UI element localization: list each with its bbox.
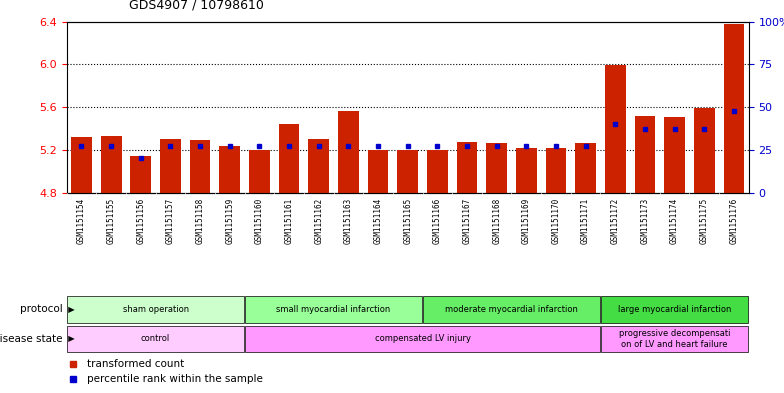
Bar <box>397 150 418 193</box>
Text: GSM1151166: GSM1151166 <box>433 198 442 244</box>
Bar <box>338 111 359 193</box>
Bar <box>456 142 477 193</box>
Bar <box>601 326 748 352</box>
Text: GSM1151160: GSM1151160 <box>255 198 264 244</box>
Text: GSM1151174: GSM1151174 <box>670 198 679 244</box>
Bar <box>190 140 210 193</box>
Text: GSM1151169: GSM1151169 <box>522 198 531 244</box>
Text: GSM1151163: GSM1151163 <box>344 198 353 244</box>
Bar <box>427 150 448 193</box>
Bar <box>67 296 244 323</box>
Bar <box>245 326 600 352</box>
Text: GSM1151162: GSM1151162 <box>314 198 323 244</box>
Text: GSM1151159: GSM1151159 <box>225 198 234 244</box>
Bar <box>486 143 507 193</box>
Bar <box>249 150 270 193</box>
Text: GSM1151175: GSM1151175 <box>700 198 709 244</box>
Text: compensated LV injury: compensated LV injury <box>375 334 470 343</box>
Bar <box>694 108 714 193</box>
Bar <box>423 296 600 323</box>
Text: transformed count: transformed count <box>87 358 184 369</box>
Text: GSM1151165: GSM1151165 <box>403 198 412 244</box>
Bar <box>308 139 329 193</box>
Text: GSM1151156: GSM1151156 <box>136 198 145 244</box>
Text: GSM1151164: GSM1151164 <box>373 198 383 244</box>
Text: GSM1151155: GSM1151155 <box>107 198 115 244</box>
Bar <box>278 124 299 193</box>
Text: disease state: disease state <box>0 334 63 344</box>
Text: GSM1151176: GSM1151176 <box>729 198 739 244</box>
Bar <box>664 117 685 193</box>
Text: ▶: ▶ <box>63 305 74 314</box>
Text: sham operation: sham operation <box>122 305 189 314</box>
Text: GSM1151157: GSM1151157 <box>166 198 175 244</box>
Text: GSM1151158: GSM1151158 <box>195 198 205 244</box>
Bar <box>575 143 596 193</box>
Bar <box>71 137 92 193</box>
Bar <box>634 116 655 193</box>
Bar <box>130 156 151 193</box>
Bar <box>100 136 122 193</box>
Bar <box>245 296 422 323</box>
Text: percentile rank within the sample: percentile rank within the sample <box>87 374 263 384</box>
Bar <box>220 145 240 193</box>
Bar <box>160 139 181 193</box>
Bar <box>516 148 537 193</box>
Bar <box>605 65 626 193</box>
Text: GSM1151171: GSM1151171 <box>581 198 590 244</box>
Text: GSM1151173: GSM1151173 <box>641 198 649 244</box>
Bar <box>546 148 566 193</box>
Text: GDS4907 / 10798610: GDS4907 / 10798610 <box>129 0 264 12</box>
Text: progressive decompensati
on of LV and heart failure: progressive decompensati on of LV and he… <box>619 329 731 349</box>
Text: GSM1151167: GSM1151167 <box>463 198 471 244</box>
Text: control: control <box>141 334 170 343</box>
Text: GSM1151172: GSM1151172 <box>611 198 620 244</box>
Text: GSM1151154: GSM1151154 <box>77 198 86 244</box>
Text: moderate myocardial infarction: moderate myocardial infarction <box>445 305 578 314</box>
Bar <box>67 326 244 352</box>
Text: GSM1151161: GSM1151161 <box>285 198 293 244</box>
Bar <box>601 296 748 323</box>
Bar <box>724 24 744 193</box>
Bar <box>368 150 388 193</box>
Text: ▶: ▶ <box>63 334 74 343</box>
Text: GSM1151170: GSM1151170 <box>551 198 561 244</box>
Text: GSM1151168: GSM1151168 <box>492 198 501 244</box>
Text: protocol: protocol <box>20 305 63 314</box>
Text: large myocardial infarction: large myocardial infarction <box>618 305 731 314</box>
Text: small myocardial infarction: small myocardial infarction <box>277 305 390 314</box>
